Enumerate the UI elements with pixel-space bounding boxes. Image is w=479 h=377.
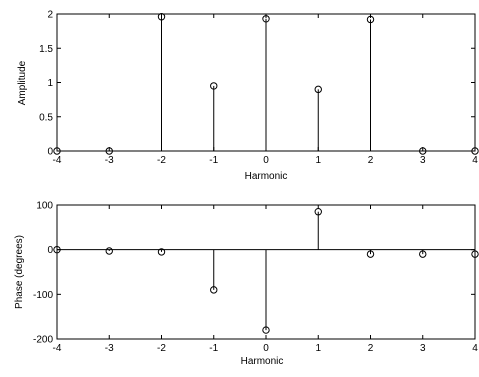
x-tick-label: 3 xyxy=(420,155,426,166)
x-tick-label: -2 xyxy=(157,155,166,166)
y-axis-label: Phase (degrees) xyxy=(14,235,25,309)
x-tick-label: 4 xyxy=(472,155,478,166)
stem-marker xyxy=(262,326,270,334)
y-tick-label: 1 xyxy=(47,78,53,89)
stem-marker xyxy=(157,13,166,21)
stem-marker xyxy=(210,82,218,90)
amplitude-plot: -4 -3 -2 -1 0 1 2 3 4 0 0.5 1 1.5 2 Harmonic Amplitu… xyxy=(17,10,479,182)
x-tick-label: -3 xyxy=(105,343,114,354)
x-tick-label: 2 xyxy=(368,155,374,166)
y-tick-label: 0 xyxy=(47,147,53,158)
stem-marker xyxy=(210,286,218,294)
y-tick-label: -100 xyxy=(33,290,53,301)
stem-marker xyxy=(419,250,427,258)
stem-marker xyxy=(105,247,113,255)
phase-plot: -4 -3 -2 -1 0 1 2 3 4 -200 -100 0 100 Harmonic Phas… xyxy=(14,201,479,367)
y-tick-label: 2 xyxy=(47,10,53,21)
x-tick-label: -3 xyxy=(105,155,114,166)
x-tick-labels: -4 -3 -2 -1 0 1 2 3 4 xyxy=(53,14,478,166)
stem-series xyxy=(53,13,479,155)
y-tick-labels: 0 0.5 1 1.5 2 xyxy=(39,10,475,158)
stem-marker xyxy=(314,85,322,94)
x-tick-label: 1 xyxy=(315,343,321,354)
x-tick-label: -1 xyxy=(209,343,218,354)
y-tick-labels: -200 -100 0 100 xyxy=(33,201,475,346)
stem-marker xyxy=(471,250,479,258)
y-tick-label: -200 xyxy=(33,335,53,346)
x-tick-label: -4 xyxy=(53,343,62,354)
x-axis-label: Harmonic xyxy=(241,356,284,367)
x-tick-label: 1 xyxy=(315,155,321,166)
x-tick-label: 3 xyxy=(420,343,426,354)
x-tick-label: -4 xyxy=(53,155,62,166)
x-tick-label: 2 xyxy=(368,343,374,354)
x-tick-label: -2 xyxy=(157,343,166,354)
x-axis-label: Harmonic xyxy=(245,171,288,182)
y-tick-label: 1.5 xyxy=(39,44,53,55)
y-tick-label: 0.5 xyxy=(39,112,53,123)
stem-marker xyxy=(366,250,375,258)
x-tick-label: 0 xyxy=(263,343,269,354)
stem-series xyxy=(53,208,479,334)
y-tick-label: 0 xyxy=(47,245,53,256)
y-axis-label: Amplitude xyxy=(17,60,28,105)
x-tick-label: 0 xyxy=(263,155,269,166)
x-tick-labels: -4 -3 -2 -1 0 1 2 3 4 xyxy=(53,205,478,354)
y-tick-label: 100 xyxy=(36,201,53,212)
x-tick-label: -1 xyxy=(209,155,218,166)
x-tick-label: 4 xyxy=(472,343,478,354)
stem-marker xyxy=(157,248,166,256)
